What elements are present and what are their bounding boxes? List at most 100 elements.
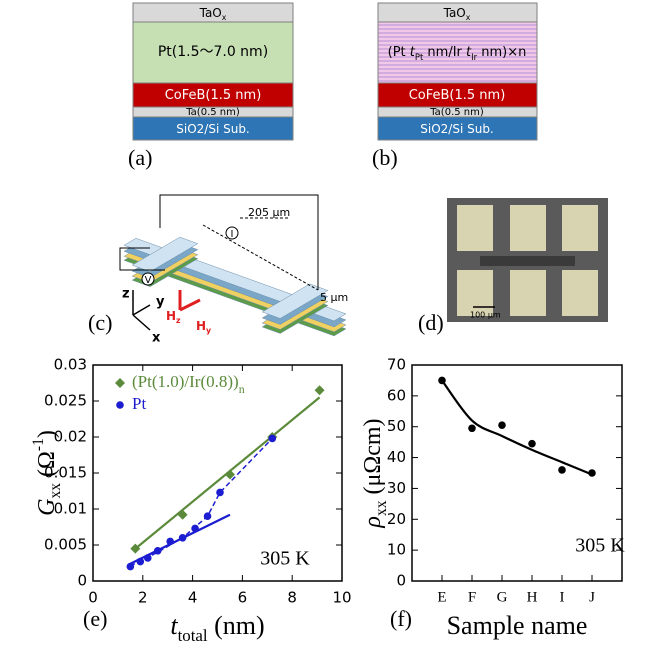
layer-label: Ta(0.5 nm) [429, 107, 484, 118]
text-part: Sample name [447, 611, 588, 640]
text-part: TaO [199, 6, 222, 20]
axis-label: z [122, 287, 130, 302]
length-label: 205 μm [248, 206, 290, 219]
text-part: (Ω [34, 451, 60, 483]
y-tick-label: 10 [387, 541, 406, 559]
annotation: 305 K [260, 548, 310, 570]
y-tick-label: 0 [77, 572, 87, 590]
y-tick-label: 0.005 [44, 536, 87, 554]
data-point [137, 558, 145, 566]
text-part: CoFeB(1.5 nm) [165, 88, 262, 103]
text-part: SiO2/Si Sub. [420, 122, 494, 136]
x-tick-label: 0 [88, 589, 98, 607]
text-part: Ta(0.5 nm) [185, 107, 240, 118]
layer-label: CoFeB(1.5 nm) [409, 88, 506, 103]
scale-bar-label: 100 μm [470, 311, 501, 320]
text-part: nm)×n [477, 45, 526, 60]
text-part: (Pt(1.0)/Ir(0.8)) [132, 372, 239, 391]
text-part: CoFeB(1.5 nm) [409, 88, 506, 103]
x-tick-label: H [527, 589, 538, 605]
text-part: xx [373, 500, 390, 516]
field-label: Hz [166, 309, 181, 325]
figure: TaO x Pt(1.5～7.0 nm) CoFeB(1.5 nm) Ta(0.5… [0, 0, 656, 665]
legend-label: Pt [132, 394, 146, 413]
data-point [179, 534, 187, 542]
data-point [268, 435, 276, 443]
x-tick-label: 4 [188, 589, 198, 607]
panel-label: (b) [372, 145, 398, 170]
text-part: nm/Ir [423, 45, 466, 60]
text-part: (Pt [388, 45, 410, 60]
text-part: (μΩcm) [360, 418, 386, 500]
panel-label: (c) [88, 310, 112, 335]
axis-label: y [156, 295, 165, 310]
y-tick-label: 50 [387, 417, 406, 435]
data-point [528, 440, 536, 448]
layer-label: (Pt tPt nm/Ir tIr nm)×n [388, 45, 527, 62]
voltage-label: V [145, 275, 152, 286]
device-diagram: I V 205 μm 5 μm z y x Hz Hy (c) [88, 195, 348, 346]
x-tick-label: 8 [287, 589, 297, 607]
legend-marker [115, 378, 125, 388]
text-part: Pt [132, 394, 146, 413]
x-tick-label: G [497, 589, 508, 605]
y-tick-label: 0.025 [44, 392, 87, 410]
y-tick-label: 30 [387, 479, 406, 497]
data-point [204, 512, 212, 520]
y-axis-label: ρxx (μΩcm) [360, 418, 391, 528]
layer-label: CoFeB(1.5 nm) [165, 88, 262, 103]
layer-label: SiO2/Si Sub. [420, 122, 494, 136]
fit-line [442, 380, 592, 474]
layer-label: SiO2/Si Sub. [176, 122, 250, 136]
text-part: n [239, 382, 245, 396]
micrograph: 100 μm (d) [418, 198, 608, 335]
y-tick-label: 0 [396, 572, 406, 590]
text-part: z [176, 316, 181, 325]
data-point [438, 377, 446, 385]
x-axis-label: Sample name [447, 611, 588, 640]
text-part: xx [47, 483, 64, 499]
legend-label: (Pt(1.0)/Ir(0.8))n [132, 372, 245, 396]
data-point [178, 510, 188, 520]
data-point [166, 538, 174, 546]
text-part: H [166, 309, 176, 323]
text-part: G [34, 499, 60, 516]
text-part: y [206, 326, 211, 335]
text-part: x [466, 13, 471, 22]
data-point [144, 554, 152, 562]
y-tick-label: 70 [387, 356, 406, 374]
legend-marker [116, 401, 124, 409]
x-tick-label: 2 [138, 589, 148, 607]
panel-label: (d) [418, 310, 444, 335]
text-part: -1 [30, 438, 47, 451]
data-point [127, 563, 135, 571]
width-label: 5 μm [320, 291, 348, 304]
text-part: SiO2/Si Sub. [176, 122, 250, 136]
panel-label: (e) [83, 606, 107, 631]
text-part: Pt(1.5～7.0 nm) [158, 44, 268, 60]
x-tick-label: J [589, 589, 595, 605]
y-tick-label: 40 [387, 448, 406, 466]
text-part: H [196, 319, 206, 333]
y-tick-label: 0.03 [54, 356, 87, 374]
data-point [191, 525, 199, 533]
x-axis-label: ttotal (nm) [170, 611, 264, 645]
y-tick-label: 60 [387, 386, 406, 404]
data-point [315, 385, 325, 395]
data-point [558, 466, 566, 474]
data-point [468, 424, 476, 432]
text-part: ρ [360, 516, 386, 529]
layer-stack-b: TaOx (Pt tPt nm/Ir tIr nm)×n CoFeB(1.5 n… [372, 3, 537, 170]
current-label: I [231, 229, 234, 240]
layer-label: Pt(1.5～7.0 nm) [158, 44, 268, 60]
data-point [498, 421, 506, 429]
text-part: total [178, 626, 208, 645]
annotation: 305 K [575, 535, 625, 557]
layer-stack-a: TaOx Pt(1.5～7.0 nm) CoFeB(1.5 nm) Ta(0.5… [128, 3, 293, 170]
text-part: ) [34, 430, 60, 438]
data-point [588, 469, 596, 477]
layer-label: Ta(0.5 nm) [185, 107, 240, 118]
